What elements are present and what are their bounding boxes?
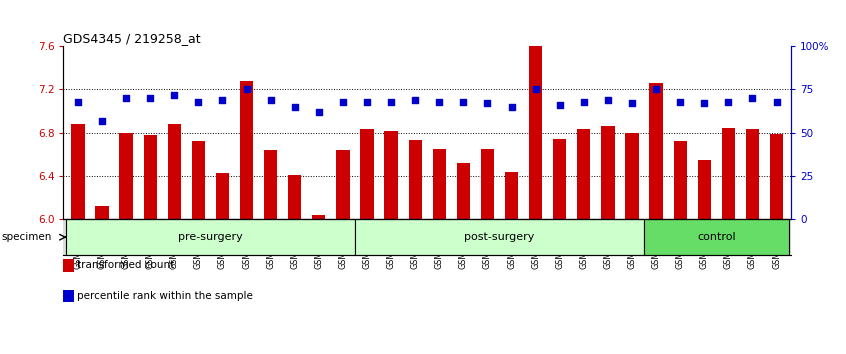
Point: [312, 109, 326, 115]
Bar: [384, 131, 398, 219]
Text: GDS4345 / 219258_at: GDS4345 / 219258_at: [63, 32, 201, 45]
Bar: [119, 133, 133, 219]
Point: [673, 99, 687, 104]
Bar: [312, 215, 326, 219]
Bar: [602, 126, 614, 219]
Point: [481, 101, 494, 106]
Bar: [432, 149, 446, 219]
Point: [457, 99, 470, 104]
Bar: [336, 150, 349, 219]
Point: [409, 97, 422, 103]
Point: [697, 101, 711, 106]
Bar: [360, 130, 374, 219]
Bar: [673, 142, 687, 219]
Bar: [746, 130, 759, 219]
Text: specimen: specimen: [2, 232, 52, 242]
Point: [360, 99, 374, 104]
Text: post-surgery: post-surgery: [464, 232, 535, 242]
Bar: [240, 81, 253, 219]
Point: [168, 92, 181, 97]
Bar: [625, 133, 639, 219]
Bar: [644, 219, 788, 255]
Bar: [481, 149, 494, 219]
Point: [505, 104, 519, 110]
Point: [96, 118, 109, 124]
Bar: [71, 124, 85, 219]
Bar: [553, 139, 566, 219]
Bar: [144, 135, 157, 219]
Point: [577, 99, 591, 104]
Point: [553, 102, 567, 108]
Bar: [355, 219, 644, 255]
Point: [602, 97, 615, 103]
Point: [144, 95, 157, 101]
Text: transformed count: transformed count: [77, 261, 174, 270]
Bar: [505, 172, 518, 219]
Bar: [650, 83, 662, 219]
Text: percentile rank within the sample: percentile rank within the sample: [77, 291, 253, 301]
Bar: [216, 173, 229, 219]
Point: [288, 104, 301, 110]
Point: [625, 101, 639, 106]
Point: [239, 86, 253, 92]
Bar: [96, 206, 108, 219]
Bar: [192, 142, 205, 219]
Bar: [529, 46, 542, 219]
Bar: [457, 163, 470, 219]
Point: [529, 86, 542, 92]
Bar: [770, 134, 783, 219]
Point: [432, 99, 446, 104]
Point: [336, 99, 349, 104]
Point: [770, 99, 783, 104]
Point: [745, 95, 759, 101]
Bar: [698, 160, 711, 219]
Bar: [264, 150, 277, 219]
Bar: [288, 175, 301, 219]
Point: [264, 97, 277, 103]
Bar: [409, 140, 422, 219]
Bar: [168, 124, 181, 219]
Point: [119, 95, 133, 101]
Bar: [722, 129, 735, 219]
Point: [216, 97, 229, 103]
Point: [71, 99, 85, 104]
Point: [722, 99, 735, 104]
Bar: [66, 219, 355, 255]
Point: [384, 99, 398, 104]
Text: pre-surgery: pre-surgery: [178, 232, 243, 242]
Text: control: control: [697, 232, 736, 242]
Point: [650, 86, 663, 92]
Bar: [577, 130, 591, 219]
Point: [191, 99, 205, 104]
